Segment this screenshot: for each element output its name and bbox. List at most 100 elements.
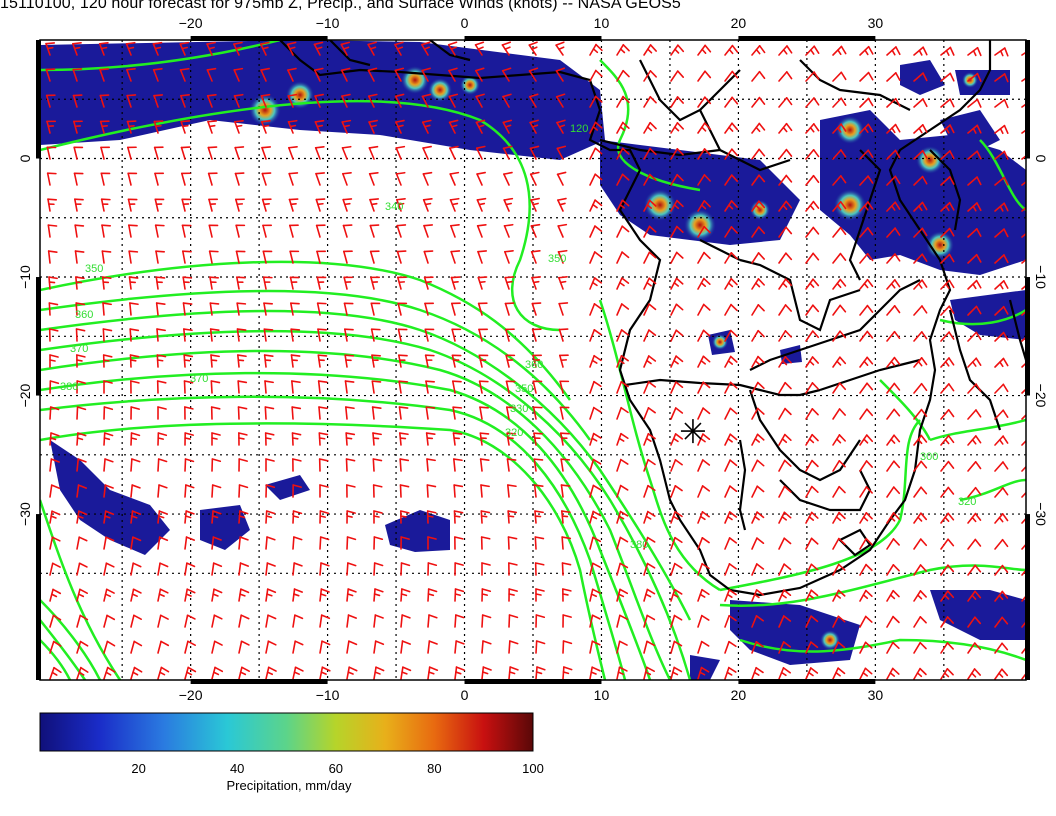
wind-barb xyxy=(697,70,712,82)
colorbar-tick: 100 xyxy=(522,761,544,776)
wind-barb xyxy=(423,250,434,264)
wind-barb xyxy=(940,279,955,290)
wind-barb xyxy=(210,406,221,420)
wind-barb xyxy=(832,304,847,316)
wind-barb xyxy=(643,70,657,82)
wind-barb xyxy=(264,380,274,394)
wind-barb xyxy=(481,666,492,680)
wind-barb xyxy=(724,666,737,680)
wind-barb xyxy=(425,432,436,446)
wind-barb xyxy=(371,380,382,394)
wind-barb xyxy=(529,145,540,160)
wind-barb xyxy=(318,432,329,446)
wind-barb xyxy=(967,202,982,212)
wind-barb xyxy=(967,124,982,134)
wind-barb xyxy=(724,277,738,290)
wind-barb xyxy=(913,279,928,290)
wind-barb xyxy=(343,276,354,290)
wind-barb xyxy=(913,538,928,550)
wind-barb xyxy=(994,254,1009,264)
wind-barb xyxy=(724,148,739,160)
wind-barb xyxy=(967,668,981,680)
wind-barb xyxy=(76,588,88,602)
wind-barb xyxy=(589,329,602,342)
wind-barb xyxy=(1021,306,1026,316)
wind-barb xyxy=(832,123,847,134)
wind-barb xyxy=(724,614,737,628)
wind-barb xyxy=(180,146,191,160)
wind-barb xyxy=(994,616,1009,628)
colorbar-tick: 60 xyxy=(329,761,343,776)
wind-barb xyxy=(886,227,901,238)
wind-barb xyxy=(557,197,567,212)
wind-barb xyxy=(479,406,489,420)
wind-barb xyxy=(341,119,352,134)
wind-barb xyxy=(370,276,381,290)
wind-barb xyxy=(967,512,982,524)
wind-barb xyxy=(421,93,432,108)
wind-barb xyxy=(643,510,656,524)
wind-barb xyxy=(481,562,491,576)
wind-barb xyxy=(287,119,298,134)
wind-barb xyxy=(400,588,411,602)
wind-barb xyxy=(697,96,712,108)
wind-barb xyxy=(128,276,139,290)
lon-label-top: −20 xyxy=(179,15,203,31)
wind-barb xyxy=(805,537,819,550)
wind-barb xyxy=(236,328,247,342)
wind-barb xyxy=(557,223,568,238)
wind-barb xyxy=(556,145,567,160)
frame-bar xyxy=(1025,514,1030,680)
wind-barb xyxy=(616,432,629,446)
wind-barb xyxy=(859,434,874,446)
wind-barb xyxy=(724,355,738,368)
wind-barb xyxy=(235,250,246,264)
wind-barb xyxy=(940,124,955,134)
wind-barb xyxy=(265,536,276,550)
wind-barb xyxy=(371,354,381,368)
wind-barb xyxy=(751,303,765,316)
wind-barb xyxy=(130,562,142,576)
wind-barb xyxy=(562,666,573,680)
wind-barb xyxy=(559,432,570,446)
wind-barb xyxy=(292,588,304,602)
wind-barb xyxy=(346,666,358,680)
wind-barb xyxy=(129,328,140,342)
wind-barb xyxy=(859,304,874,316)
wind-barb xyxy=(74,198,84,212)
wind-barb xyxy=(373,562,384,576)
wind-barb xyxy=(697,303,711,316)
wind-barb xyxy=(505,406,516,420)
wind-barb xyxy=(778,278,793,290)
wind-barb xyxy=(237,406,248,420)
wind-barb xyxy=(211,562,223,576)
wind-barb xyxy=(589,458,602,472)
wind-barb xyxy=(370,328,381,342)
wind-barb xyxy=(616,121,630,134)
lon-label-top: −10 xyxy=(316,15,340,31)
wind-barb xyxy=(859,149,874,160)
wind-barb xyxy=(994,124,1009,135)
wind-barb xyxy=(454,562,464,576)
wind-barb xyxy=(76,458,87,472)
wind-barb xyxy=(211,432,221,446)
wind-barb xyxy=(100,146,111,160)
wind-barb xyxy=(49,484,61,498)
wind-barb xyxy=(1021,73,1026,82)
wind-barb xyxy=(559,406,570,420)
wind-barb xyxy=(130,640,143,654)
wind-barb xyxy=(778,667,791,680)
wind-barb xyxy=(372,458,383,472)
contour-label: 370 xyxy=(190,373,208,385)
wind-barb xyxy=(805,200,820,212)
wind-barb xyxy=(503,171,513,186)
wind-barb xyxy=(99,120,110,134)
wind-barb xyxy=(152,41,163,56)
wind-barb xyxy=(427,666,439,680)
wind-barb xyxy=(805,433,819,446)
wind-barb xyxy=(643,433,656,446)
wind-barb xyxy=(1021,202,1026,212)
wind-barb xyxy=(589,173,603,186)
wind-barb xyxy=(643,614,656,628)
wind-barb xyxy=(670,70,685,82)
